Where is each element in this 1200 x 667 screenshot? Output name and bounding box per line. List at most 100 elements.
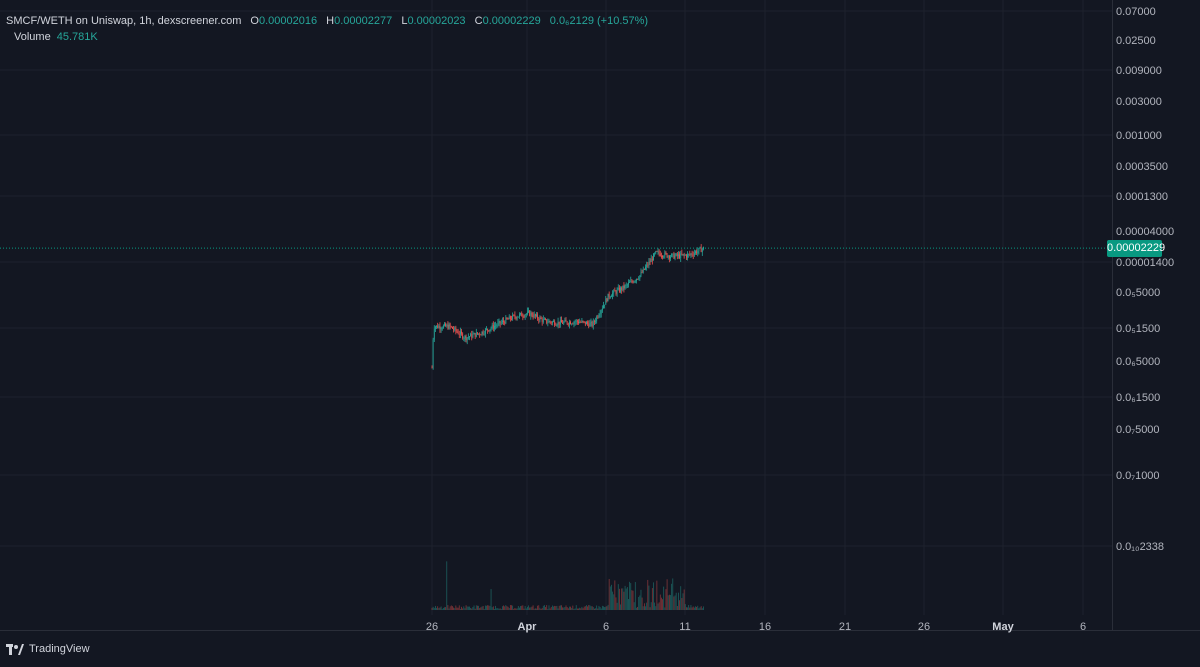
candle-body-236 bbox=[699, 247, 701, 249]
candle-body-69 bbox=[509, 316, 511, 319]
candle-body-192 bbox=[649, 261, 651, 263]
candle-body-164 bbox=[617, 287, 619, 290]
volume-bar-133 bbox=[582, 608, 584, 610]
volume-bar-61 bbox=[500, 608, 502, 610]
candle-body-63 bbox=[503, 320, 504, 322]
volume-bar-42 bbox=[479, 608, 481, 610]
volume-bar-144 bbox=[595, 608, 596, 610]
candle-body-135 bbox=[584, 321, 586, 325]
candle-body-82 bbox=[524, 314, 526, 317]
volume-bar-195 bbox=[653, 582, 654, 610]
volume-bar-149 bbox=[600, 608, 602, 610]
volume-bar-9 bbox=[441, 608, 443, 610]
candle-body-206 bbox=[665, 252, 667, 254]
volume-bar-132 bbox=[581, 606, 583, 610]
candle-body-13 bbox=[446, 324, 448, 327]
candle-body-100 bbox=[545, 319, 546, 320]
volume-bar-85 bbox=[528, 605, 529, 610]
volume-bar-100 bbox=[545, 607, 546, 610]
candle-body-124 bbox=[572, 323, 574, 325]
volume-bar-11 bbox=[444, 607, 445, 610]
volume-bar-194 bbox=[651, 588, 653, 610]
candle-body-72 bbox=[513, 314, 515, 316]
volume-bar-67 bbox=[507, 606, 509, 610]
volume-bar-34 bbox=[470, 607, 472, 610]
volume-bar-92 bbox=[536, 608, 537, 610]
volume-bar-121 bbox=[569, 606, 570, 610]
volume-bar-217 bbox=[678, 592, 679, 610]
volume-bar-55 bbox=[494, 608, 495, 610]
candle-body-102 bbox=[547, 322, 549, 324]
candle-body-52 bbox=[490, 328, 492, 330]
candle-body-216 bbox=[676, 253, 678, 256]
candle-body-103 bbox=[548, 321, 550, 323]
candle-body-197 bbox=[655, 251, 657, 254]
volume-bar-20 bbox=[454, 608, 456, 610]
volume-bar-232 bbox=[695, 606, 696, 610]
candle-body-49 bbox=[487, 328, 489, 331]
candle-body-239 bbox=[703, 246, 704, 250]
candle-body-9 bbox=[441, 328, 443, 329]
legend-title: SMCF/WETH on Uniswap, 1h, dexscreener.co… bbox=[6, 15, 242, 27]
candle-body-60 bbox=[499, 321, 501, 324]
tradingview-brand[interactable]: TradingView bbox=[6, 643, 90, 655]
legend-open-label: O bbox=[250, 15, 259, 27]
candle-body-126 bbox=[574, 321, 576, 323]
volume-bar-164 bbox=[617, 584, 619, 610]
volume-bar-49 bbox=[487, 605, 489, 610]
volume-bar-71 bbox=[512, 605, 514, 610]
volume-bar-175 bbox=[630, 583, 632, 610]
y-tick-label-15: 0.0₁₀2338 bbox=[1116, 541, 1164, 553]
candle-body-194 bbox=[651, 258, 653, 261]
candle-body-228 bbox=[690, 253, 692, 255]
volume-bar-30 bbox=[465, 605, 467, 610]
volume-bar-27 bbox=[462, 608, 464, 610]
candle-body-96 bbox=[540, 317, 542, 319]
volume-bar-83 bbox=[525, 608, 527, 610]
candle-body-107 bbox=[553, 321, 554, 323]
candle-body-171 bbox=[625, 284, 627, 286]
candle-body-238 bbox=[701, 249, 703, 253]
candle-body-68 bbox=[508, 316, 510, 320]
candle-body-22 bbox=[456, 330, 458, 332]
volume-bar-167 bbox=[621, 588, 623, 610]
volume-bar-15 bbox=[448, 608, 450, 610]
candle-body-14 bbox=[447, 324, 449, 329]
candle-body-178 bbox=[633, 281, 635, 283]
candle-body-42 bbox=[479, 333, 481, 335]
volume-bar-29 bbox=[464, 608, 466, 610]
candle-body-137 bbox=[587, 322, 588, 324]
y-tick-label-8: 0.00001400 bbox=[1116, 257, 1174, 269]
candle-body-54 bbox=[492, 324, 494, 329]
candle-body-193 bbox=[650, 258, 652, 263]
volume-bar-6 bbox=[438, 608, 440, 610]
candle-body-183 bbox=[639, 275, 641, 279]
volume-bar-50 bbox=[488, 605, 490, 610]
volume-bar-44 bbox=[481, 606, 483, 610]
volume-bar-124 bbox=[572, 605, 574, 610]
candle-body-213 bbox=[673, 253, 675, 259]
candle-body-151 bbox=[603, 305, 604, 309]
candle-body-12 bbox=[445, 323, 447, 327]
volume-bar-86 bbox=[529, 607, 531, 610]
candle-body-104 bbox=[549, 321, 551, 323]
volume-bar-123 bbox=[571, 607, 573, 610]
candle-body-2 bbox=[433, 328, 435, 340]
volume-bar-143 bbox=[594, 608, 595, 610]
volume-bar-129 bbox=[578, 608, 579, 610]
candle-body-235 bbox=[698, 248, 700, 252]
x-tick-label-5: 21 bbox=[839, 621, 851, 633]
volume-bar-84 bbox=[527, 606, 528, 610]
candle-body-128 bbox=[576, 320, 578, 322]
legend-high-value: 0.00002277 bbox=[334, 15, 393, 27]
volume-bar-33 bbox=[469, 606, 470, 610]
volume-bar-7 bbox=[439, 607, 441, 610]
candle-body-122 bbox=[570, 321, 571, 325]
volume-bar-47 bbox=[484, 605, 486, 610]
candle-body-73 bbox=[514, 315, 516, 318]
y-tick-label-0: 0.07000 bbox=[1116, 6, 1156, 18]
candle-body-37 bbox=[473, 333, 475, 335]
candle-body-36 bbox=[472, 334, 474, 338]
candle-body-176 bbox=[631, 280, 633, 282]
